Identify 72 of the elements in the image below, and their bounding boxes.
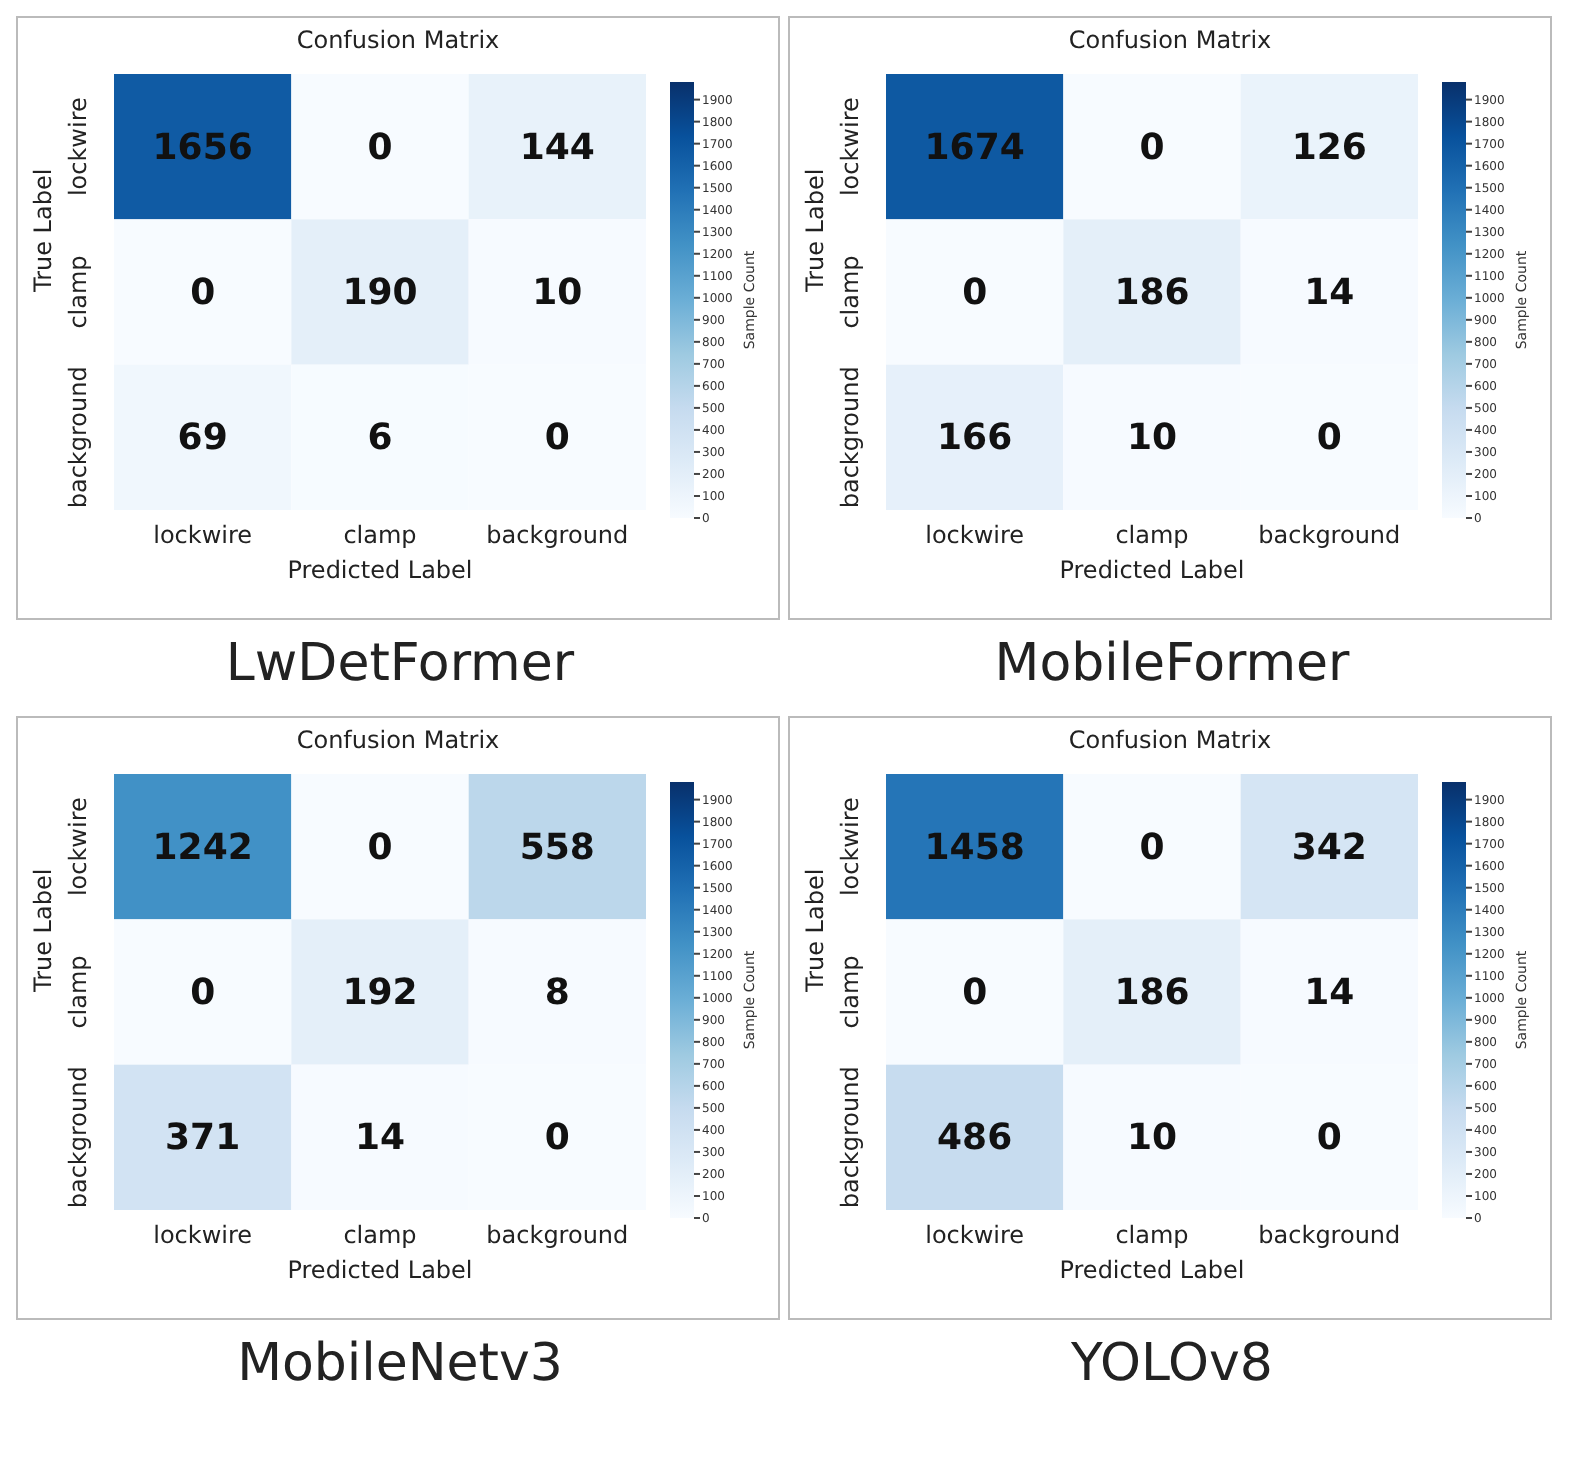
- data-label: 0: [1139, 126, 1165, 169]
- y-tick-label: clamp: [64, 955, 92, 1029]
- x-tick-label: lockwire: [153, 521, 253, 550]
- data-label: 486: [937, 1117, 1013, 1160]
- data-label: 0: [1316, 417, 1342, 460]
- x-tick-label: background: [1258, 1221, 1401, 1250]
- y-axis-title: True Label: [28, 868, 57, 994]
- x-tick-label: background: [486, 521, 629, 550]
- y-tick-label: clamp: [836, 255, 864, 329]
- y-tick-label: lockwire: [64, 797, 92, 897]
- y-axis-title: True Label: [28, 168, 57, 294]
- data-label: 8: [544, 972, 570, 1014]
- x-tick-label: lockwire: [925, 521, 1025, 550]
- data-label: 10: [1126, 417, 1178, 460]
- data-label: 190: [342, 272, 418, 314]
- data-label: 10: [532, 272, 583, 314]
- y-axis-title: True Label: [800, 868, 829, 994]
- y-axis-title: True Label: [800, 168, 829, 294]
- x-axis-title: Predicted Label: [1059, 1256, 1245, 1284]
- text: MobileFormer: [992, 632, 1352, 698]
- data-label: 144: [519, 126, 595, 169]
- data-label: 6: [367, 417, 393, 460]
- data-label: 69: [177, 417, 228, 460]
- chart-title: Confusion Matrix: [294, 724, 502, 758]
- x-tick-label: clamp: [1115, 521, 1189, 550]
- x-tick-label: clamp: [343, 1221, 417, 1250]
- data-label: 186: [1114, 972, 1190, 1014]
- data-label: 0: [1316, 1117, 1342, 1160]
- data-label: 14: [1304, 972, 1355, 1014]
- data-label: 0: [962, 272, 988, 314]
- data-label: 14: [1304, 272, 1355, 314]
- data-label: 14: [354, 1117, 406, 1160]
- x-tick-label: background: [486, 1221, 629, 1250]
- data-label: 1656: [152, 126, 253, 169]
- chart-title: Confusion Matrix: [294, 24, 502, 58]
- data-label: 10: [1126, 1117, 1178, 1160]
- data-label: 371: [165, 1117, 241, 1160]
- data-label: 166: [937, 417, 1013, 460]
- data-label: 0: [544, 417, 570, 460]
- data-label: 0: [190, 272, 216, 314]
- data-label: 1458: [924, 826, 1025, 869]
- data-label: 1674: [924, 126, 1025, 169]
- text: YOLOv8: [1069, 1332, 1275, 1398]
- data-label: 0: [962, 972, 988, 1014]
- y-tick-label: lockwire: [836, 797, 864, 897]
- chart-title: Confusion Matrix: [1066, 24, 1274, 58]
- x-axis-title: Predicted Label: [287, 1256, 473, 1284]
- data-label: 186: [1114, 272, 1190, 314]
- y-tick-label: clamp: [64, 255, 92, 329]
- data-label: 0: [367, 826, 393, 869]
- x-tick-label: lockwire: [925, 1221, 1025, 1250]
- x-tick-label: clamp: [343, 521, 417, 550]
- data-label: 342: [1291, 826, 1367, 869]
- chart-title: Confusion Matrix: [1066, 724, 1274, 758]
- x-tick-label: lockwire: [153, 1221, 253, 1250]
- data-label: 0: [367, 126, 393, 169]
- x-tick-label: background: [1258, 521, 1401, 550]
- data-label: 0: [544, 1117, 570, 1160]
- data-label: 192: [342, 972, 418, 1014]
- y-tick-label: clamp: [836, 955, 864, 1029]
- data-label: 0: [190, 972, 216, 1014]
- y-tick-label: lockwire: [64, 97, 92, 197]
- text: LwDetFormer: [223, 632, 577, 698]
- data-label: 126: [1291, 126, 1367, 169]
- data-label: 558: [519, 826, 595, 869]
- y-tick-label: lockwire: [836, 97, 864, 197]
- text: MobileNetv3: [235, 1332, 565, 1398]
- x-axis-title: Predicted Label: [1059, 556, 1245, 584]
- x-tick-label: clamp: [1115, 1221, 1189, 1250]
- data-label: 1242: [152, 826, 253, 869]
- data-label: 0: [1139, 826, 1165, 869]
- x-axis-title: Predicted Label: [287, 556, 473, 584]
